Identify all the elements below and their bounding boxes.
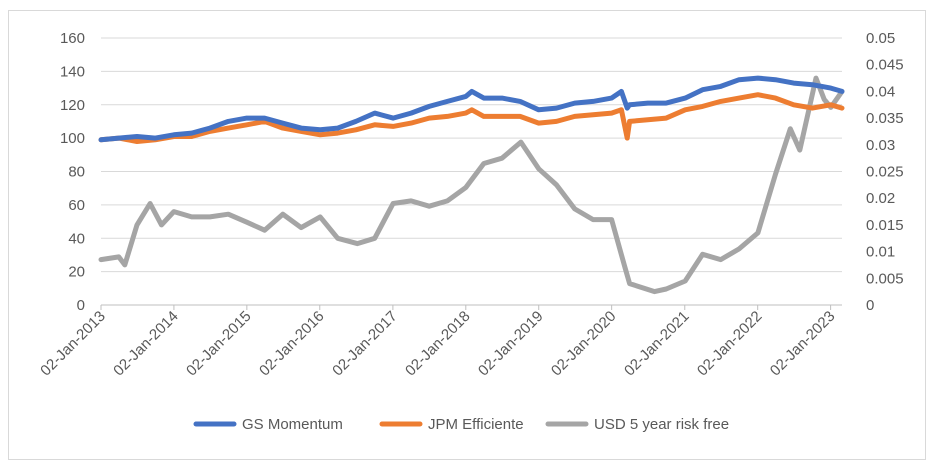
x-tick-label: 02-Jan-2019	[475, 308, 547, 380]
left-tick-label: 80	[68, 164, 85, 181]
x-tick-label: 02-Jan-2021	[621, 308, 693, 380]
right-tick-label: 0.005	[866, 270, 904, 287]
x-tick-label: 02-Jan-2017	[329, 308, 401, 380]
right-tick-label: 0	[866, 297, 874, 314]
x-tick-label: 02-Jan-2018	[402, 308, 474, 380]
right-tick-label: 0.015	[866, 217, 904, 234]
right-tick-label: 0.025	[866, 164, 904, 181]
right-tick-label: 0.03	[866, 137, 895, 154]
left-tick-label: 160	[60, 30, 85, 47]
right-tick-label: 0.04	[866, 83, 895, 100]
x-tick-label: 02-Jan-2022	[694, 308, 766, 380]
legend-label: GS Momentum	[242, 416, 343, 433]
legend: GS Momentum JPM Efficiente USD 5 year risk…	[193, 416, 729, 433]
right-tick-label: 0.02	[866, 190, 895, 207]
x-axis: 02-Jan-2013 02-Jan-2014 02-Jan-2015 02-Jan-…	[37, 304, 842, 380]
left-tick-label: 100	[60, 130, 85, 147]
series-lines	[98, 75, 845, 295]
left-tick-label: 120	[60, 97, 85, 114]
left-tick-label: 20	[68, 264, 85, 281]
x-tick-label: 02-Jan-2016	[256, 308, 328, 380]
gridlines	[101, 37, 842, 306]
left-tick-label: 60	[68, 197, 85, 214]
series-line-0	[98, 75, 845, 143]
left-tick-label: 40	[68, 230, 85, 247]
left-tick-label: 0	[77, 297, 85, 314]
right-tick-label: 0.05	[866, 30, 895, 47]
right-tick-label: 0.01	[866, 244, 895, 261]
x-tick-label: 02-Jan-2015	[183, 308, 255, 380]
x-tick-label: 02-Jan-2020	[548, 308, 620, 380]
series-line-1	[98, 92, 845, 144]
left-tick-label: 140	[60, 63, 85, 80]
right-tick-label: 0.035	[866, 110, 904, 127]
right-y-axis: 0 0.005 0.01 0.015 0.02 0.025 0.03 0.035 0.04 0.0…	[866, 30, 904, 314]
legend-label: USD 5 year risk free	[594, 416, 729, 433]
chart-frame	[8, 10, 926, 460]
series-line-2	[98, 75, 845, 295]
x-tick-label: 02-Jan-2013	[37, 308, 109, 380]
legend-label: JPM Efficiente	[428, 416, 524, 433]
x-tick-label: 02-Jan-2023	[767, 308, 839, 380]
left-y-axis: 0 20 40 60 80 100 120 140 160	[60, 30, 85, 314]
right-tick-label: 0.045	[866, 57, 904, 74]
x-tick-label: 02-Jan-2014	[110, 308, 182, 380]
